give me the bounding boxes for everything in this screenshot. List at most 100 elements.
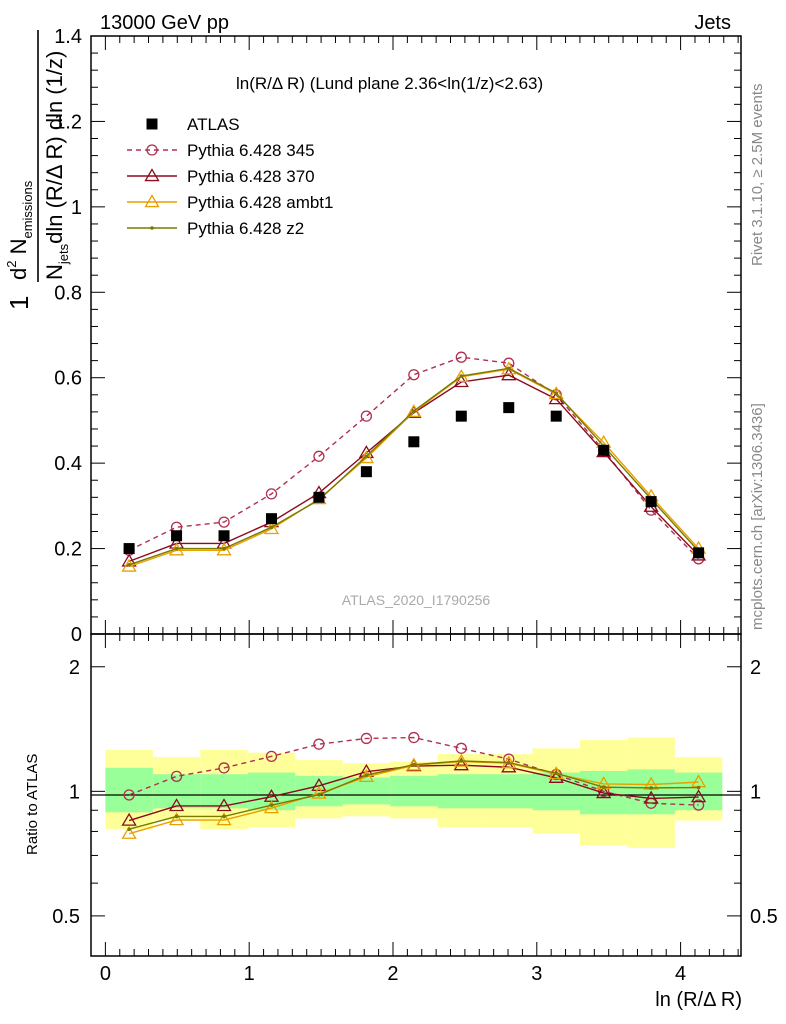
ratio-y-tick-label: 2 <box>69 657 80 679</box>
data-point <box>360 466 372 478</box>
series-4-ratio-point <box>412 762 416 767</box>
series-4-ratio-point <box>269 803 274 807</box>
series-1-ratio-point <box>265 750 278 763</box>
series-1-ratio-point <box>455 742 467 754</box>
x-tick-label: 2 <box>387 963 398 985</box>
series-3-ratio-point <box>216 812 232 826</box>
ratio-y-label: Ratio to ATLAS <box>24 754 41 855</box>
y-tick-label: 1.2 <box>54 111 82 133</box>
ratio-y-tick-label: 1 <box>69 781 80 803</box>
series-1-ratio-point <box>123 789 135 801</box>
series-3-line <box>128 368 700 568</box>
series-4-point <box>222 546 226 551</box>
series-4-ratio-point <box>506 760 511 765</box>
series-1-ratio-line <box>128 736 699 806</box>
series-2-ratio-point <box>501 759 517 773</box>
series-1-point <box>408 369 420 381</box>
series-4-ratio-point <box>174 814 179 819</box>
x-tick-label: 0 <box>100 963 111 985</box>
legend-label: Pythia 6.428 ambt1 <box>187 193 333 212</box>
ratio-plot-frame <box>90 633 742 957</box>
series-3-point <box>121 558 137 572</box>
legend-marker <box>146 118 158 130</box>
header-left: 13000 GeV pp <box>100 12 229 34</box>
series-2-ratio-point <box>121 812 137 826</box>
series-2-ratio-point <box>690 789 707 803</box>
ratio-y-tick-label-right: 1 <box>750 781 761 803</box>
series-3-point <box>358 450 375 464</box>
x-tick-label: 4 <box>675 963 686 985</box>
x-tick-label: 3 <box>531 963 542 985</box>
series-3-ratio-point <box>263 800 280 814</box>
series-2-ratio-point <box>311 778 327 792</box>
y-tick-label: 1.4 <box>54 26 82 48</box>
series-1-point <box>455 351 467 363</box>
series-4-point <box>506 366 511 371</box>
series-4-ratio-point <box>364 773 369 777</box>
main-y-label: 1 d2 Nemissions Njetsdln (R/Δ R) dln (1/… <box>4 30 71 310</box>
series-1-point <box>218 516 230 528</box>
series-4-point <box>412 409 416 413</box>
legend-label: Pythia 6.428 z2 <box>187 219 304 238</box>
band-inner <box>152 774 201 809</box>
series-4-line <box>128 367 700 566</box>
y-tick-label: 0.2 <box>54 539 82 561</box>
series-4-ratio-point <box>317 792 321 797</box>
series-2-line <box>128 374 700 563</box>
data-point <box>218 530 230 542</box>
data-point <box>265 513 277 525</box>
series-4-ratio-point <box>459 759 464 763</box>
watermark: ATLAS_2020_I1790256 <box>342 592 491 608</box>
rivet-label: Rivet 3.1.10, ≥ 2.5M events <box>749 84 766 267</box>
series-4-ratio-point <box>554 771 559 776</box>
series-3-point <box>548 386 564 400</box>
series-1-line <box>128 356 700 560</box>
data-point <box>171 530 183 542</box>
series-1-point <box>265 488 278 500</box>
series-4-point <box>174 546 179 551</box>
legend-marker <box>150 226 154 230</box>
y-label-denominator: Njetsdln (R/Δ R) dln (1/z) <box>42 51 71 280</box>
series-1-point <box>360 410 373 422</box>
band-inner <box>437 774 486 809</box>
series-1-ratio-point <box>408 731 420 744</box>
series-2-ratio-point <box>548 769 564 783</box>
series-1-ratio-point <box>313 738 325 750</box>
x-axis-label: ln (R/Δ R) <box>655 989 742 1011</box>
legend-label: Pythia 6.428 370 <box>187 167 315 186</box>
series-1-ratio-point <box>218 762 230 774</box>
series-1-point <box>313 450 325 462</box>
series-2-ratio-point <box>168 798 185 812</box>
series-1-ratio-point <box>360 732 373 745</box>
series-4-ratio-point <box>127 827 131 832</box>
series-3-ratio-point <box>121 825 137 839</box>
data-point <box>693 547 705 559</box>
series-2-ratio-point <box>453 757 469 771</box>
data-point <box>645 496 657 508</box>
legend-marker <box>144 194 160 208</box>
series-4-ratio-point <box>696 785 701 790</box>
series-4-point <box>554 391 559 395</box>
series-3-point <box>216 542 232 556</box>
y-tick-label: 0.8 <box>54 282 82 304</box>
series-2-ratio-point <box>216 798 232 812</box>
mcplots-label: mcplots.cern.ch [arXiv:1306.3436] <box>749 403 766 630</box>
legend-label: Pythia 6.428 345 <box>187 141 315 160</box>
chart-title: ln(R/Δ R) (Lund plane 2.36<ln(1/z)<2.63) <box>236 74 543 93</box>
data-point <box>503 402 515 414</box>
series-4-point <box>127 563 131 567</box>
legend-marker <box>144 168 160 182</box>
y-tick-label: 0.6 <box>54 368 82 390</box>
band-inner <box>390 775 438 807</box>
series-4-ratio-point <box>649 786 653 790</box>
series-4-ratio-point <box>601 785 606 790</box>
series-4-point <box>364 454 369 459</box>
series-1-ratio-point <box>692 799 705 811</box>
ratio-y-tick-label-right: 2 <box>750 657 761 679</box>
series-3-ratio-point <box>168 812 185 826</box>
series-4-point <box>459 374 464 378</box>
ratio-y-tick-label: 0.5 <box>52 906 80 928</box>
y-label-numerator: d2 Nemissions <box>4 180 35 280</box>
legend-marker <box>146 144 158 156</box>
